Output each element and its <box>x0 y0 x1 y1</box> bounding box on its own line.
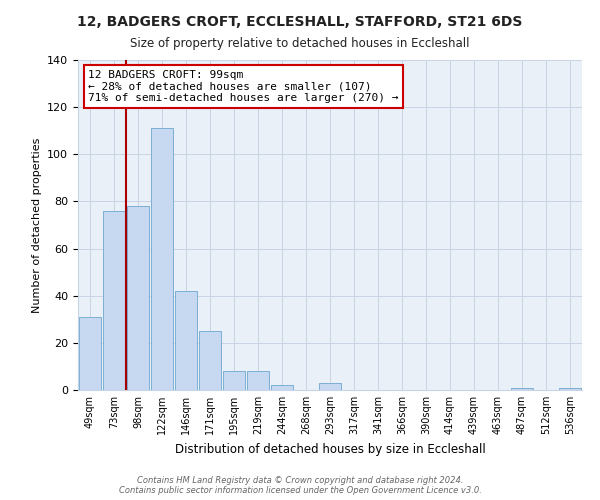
Y-axis label: Number of detached properties: Number of detached properties <box>32 138 41 312</box>
Bar <box>271 386 293 390</box>
Bar <box>511 388 533 390</box>
Bar <box>247 371 269 390</box>
Text: Contains HM Land Registry data © Crown copyright and database right 2024.
Contai: Contains HM Land Registry data © Crown c… <box>119 476 481 495</box>
Bar <box>151 128 173 390</box>
Bar <box>199 331 221 390</box>
Bar <box>79 317 101 390</box>
Text: 12 BADGERS CROFT: 99sqm
← 28% of detached houses are smaller (107)
71% of semi-d: 12 BADGERS CROFT: 99sqm ← 28% of detache… <box>88 70 398 103</box>
Bar <box>103 211 125 390</box>
X-axis label: Distribution of detached houses by size in Eccleshall: Distribution of detached houses by size … <box>175 442 485 456</box>
Bar <box>319 383 341 390</box>
Bar <box>223 371 245 390</box>
Text: 12, BADGERS CROFT, ECCLESHALL, STAFFORD, ST21 6DS: 12, BADGERS CROFT, ECCLESHALL, STAFFORD,… <box>77 15 523 29</box>
Text: Size of property relative to detached houses in Eccleshall: Size of property relative to detached ho… <box>130 38 470 51</box>
Bar <box>175 291 197 390</box>
Bar <box>559 388 581 390</box>
Bar <box>127 206 149 390</box>
